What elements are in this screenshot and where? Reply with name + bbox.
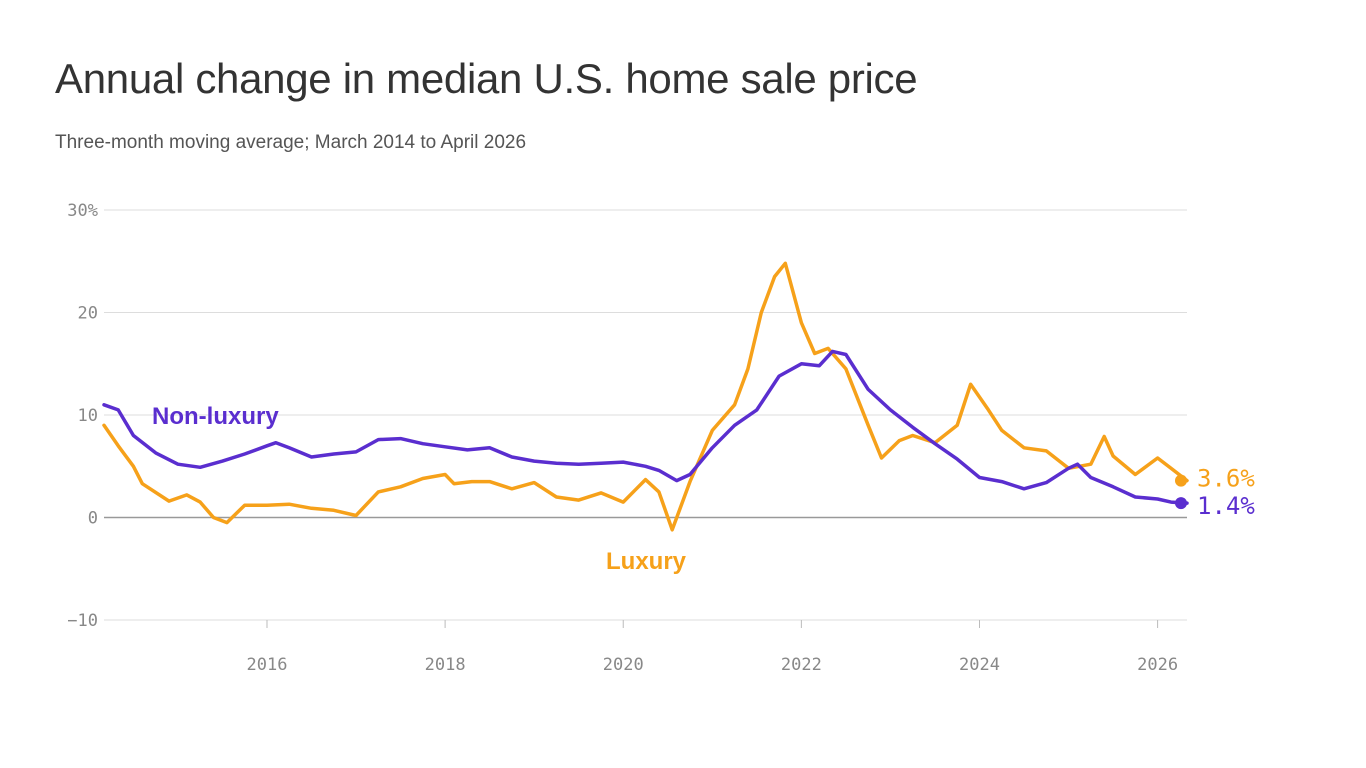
- gridlines: [104, 209, 1187, 628]
- x-tick-label: 2018: [425, 655, 466, 675]
- end-label-luxury: 3.6%: [1197, 465, 1255, 493]
- x-tick-label: 2022: [781, 655, 822, 675]
- page-subtitle: Three-month moving average; March 2014 t…: [55, 132, 527, 153]
- y-tick-label: 30%: [67, 201, 98, 221]
- x-tick-label: 2024: [959, 655, 1000, 675]
- series-annotation-non-luxury: Non-luxury: [152, 403, 279, 430]
- y-tick-label: 20: [78, 304, 98, 324]
- series-labels: 1.4%3.6% Non-luxury Luxury: [152, 403, 1255, 575]
- y-axis-tick-labels: 30% 20 10 0 −10: [67, 201, 98, 631]
- y-tick-label: 0: [88, 509, 98, 529]
- end-marker-non-luxury: [1175, 497, 1187, 510]
- x-axis-tick-labels: 2016 2018 2020 2022 2024 2026: [247, 655, 1179, 675]
- series-annotation-luxury: Luxury: [606, 548, 687, 575]
- x-tick-label: 2016: [247, 655, 288, 675]
- end-label-non-luxury: 1.4%: [1197, 492, 1255, 520]
- page-title: Annual change in median U.S. home sale p…: [55, 55, 918, 102]
- y-tick-label: 10: [78, 406, 98, 426]
- series-line-luxury: [102, 261, 1189, 532]
- x-tick-label: 2020: [603, 655, 644, 675]
- x-tick-label: 2026: [1137, 655, 1178, 675]
- series-end-markers: [1175, 474, 1187, 510]
- series-line-non-luxury: [102, 349, 1189, 505]
- y-tick-label: −10: [67, 611, 98, 631]
- series-lines: [102, 261, 1189, 532]
- end-marker-luxury: [1175, 474, 1187, 487]
